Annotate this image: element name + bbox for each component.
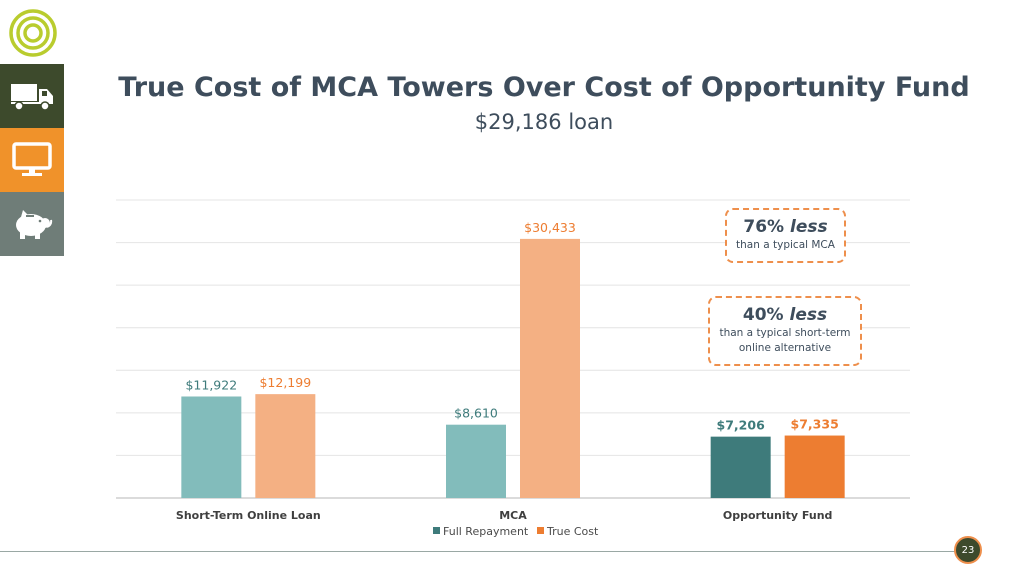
data-label: $12,199 <box>259 375 311 390</box>
callout-mca-text: than a typical MCA <box>736 239 835 251</box>
bar-full-repayment <box>181 396 242 498</box>
chart-title: True Cost of MCA Towers Over Cost of Opp… <box>118 72 970 103</box>
truck-icon <box>11 84 53 111</box>
callout-online-percent: 40% <box>742 305 784 325</box>
category-label: Opportunity Fund <box>723 509 833 522</box>
legend-label: True Cost <box>546 525 599 538</box>
page-number: 23 <box>954 536 982 564</box>
data-label: $11,922 <box>185 377 237 392</box>
logo-rings-icon <box>9 9 57 57</box>
callout-mca-emph: less <box>790 217 828 237</box>
data-label: $8,610 <box>454 406 498 421</box>
legend-label: Full Repayment <box>443 525 529 538</box>
data-label: $7,206 <box>717 418 766 433</box>
callout-vs-online: 40% less than a typical short-term onlin… <box>708 296 862 366</box>
callout-online-emph: less <box>789 305 828 325</box>
data-label: $7,335 <box>791 417 839 432</box>
truck-tile <box>0 64 64 128</box>
bar-true-cost <box>255 394 316 498</box>
chart-subtitle: $29,186 loan <box>474 110 614 134</box>
bar-true-cost <box>784 435 845 498</box>
callout-mca-percent: 76% <box>743 217 785 237</box>
data-label: $30,433 <box>524 220 576 235</box>
category-label: MCA <box>499 509 527 522</box>
bar-true-cost <box>520 238 580 498</box>
footer-divider <box>0 551 956 552</box>
callout-online-headline: 40% less <box>710 304 860 326</box>
category-label: Short-Term Online Loan <box>176 509 321 522</box>
legend-swatch <box>433 527 440 534</box>
callout-online-line2: online alternative <box>738 342 832 354</box>
bar-full-repayment <box>446 424 506 498</box>
piggy-bank-tile <box>0 192 64 256</box>
callout-vs-mca: 76% less than a typical MCA <box>725 208 846 263</box>
bar-full-repayment <box>710 436 771 498</box>
callout-mca-headline: 76% less <box>727 216 844 238</box>
piggy-bank-icon <box>16 210 53 239</box>
legend-swatch <box>537 527 544 534</box>
monitor-tile <box>0 128 64 192</box>
monitor-icon <box>12 142 52 176</box>
callout-online-line1: than a typical short-term <box>719 327 851 339</box>
